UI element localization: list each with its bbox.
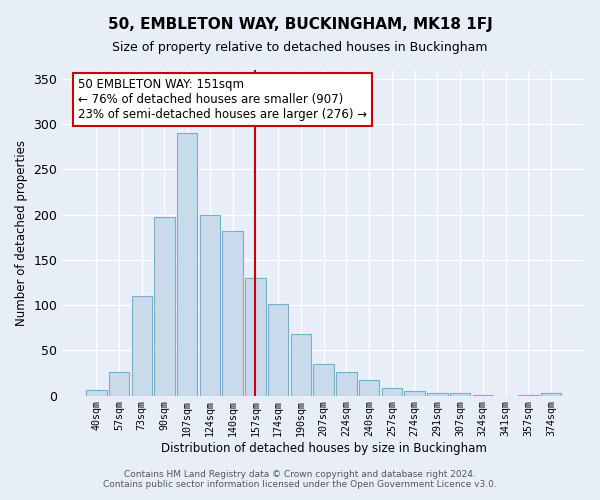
X-axis label: Distribution of detached houses by size in Buckingham: Distribution of detached houses by size …	[161, 442, 487, 455]
Bar	[245, 278, 266, 396]
Bar	[290, 334, 311, 396]
Bar	[200, 214, 220, 396]
Text: 50, EMBLETON WAY, BUCKINGHAM, MK18 1FJ: 50, EMBLETON WAY, BUCKINGHAM, MK18 1FJ	[107, 18, 493, 32]
Bar	[223, 231, 243, 396]
Text: Contains HM Land Registry data © Crown copyright and database right 2024.
Contai: Contains HM Land Registry data © Crown c…	[103, 470, 497, 489]
Bar	[518, 394, 539, 396]
Bar	[268, 304, 289, 396]
Bar	[427, 393, 448, 396]
Text: Size of property relative to detached houses in Buckingham: Size of property relative to detached ho…	[112, 41, 488, 54]
Bar	[473, 394, 493, 396]
Bar	[131, 296, 152, 396]
Bar	[336, 372, 356, 396]
Bar	[450, 393, 470, 396]
Bar	[154, 218, 175, 396]
Y-axis label: Number of detached properties: Number of detached properties	[15, 140, 28, 326]
Bar	[313, 364, 334, 396]
Text: 50 EMBLETON WAY: 151sqm
← 76% of detached houses are smaller (907)
23% of semi-d: 50 EMBLETON WAY: 151sqm ← 76% of detache…	[78, 78, 367, 121]
Bar	[359, 380, 379, 396]
Bar	[541, 393, 561, 396]
Bar	[86, 390, 107, 396]
Bar	[177, 134, 197, 396]
Bar	[404, 391, 425, 396]
Bar	[109, 372, 129, 396]
Bar	[382, 388, 402, 396]
